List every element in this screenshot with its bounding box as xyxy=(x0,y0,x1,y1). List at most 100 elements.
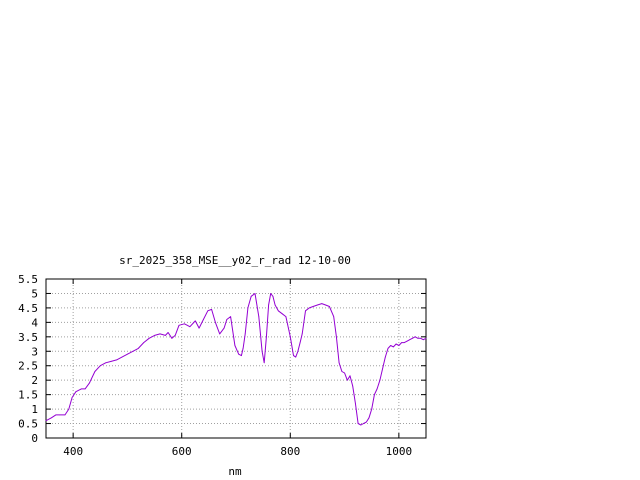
tick-labels: 00.5 11.5 22.5 33.5 44.5 55.5 400 600 800 1000 xyxy=(18,273,412,458)
data-point xyxy=(346,379,348,381)
data-point xyxy=(59,414,60,416)
data-point xyxy=(174,335,176,336)
data-point xyxy=(406,340,408,342)
y-tick-label: 0 xyxy=(31,432,38,445)
data-point xyxy=(293,355,294,356)
data-point xyxy=(321,303,323,304)
data-point xyxy=(272,295,274,297)
y-tick-label: 5.5 xyxy=(18,273,38,286)
data-point xyxy=(317,304,318,306)
data-point xyxy=(68,408,70,410)
data-point xyxy=(344,372,345,374)
data-point xyxy=(116,359,117,361)
data-point xyxy=(376,388,378,390)
data-point xyxy=(387,348,389,349)
data-point xyxy=(266,336,267,338)
data-point xyxy=(341,371,343,372)
data-point xyxy=(194,320,196,322)
data-point xyxy=(215,322,216,323)
ticks xyxy=(46,278,426,439)
x-axis-label: nm xyxy=(228,465,242,478)
data-point xyxy=(127,353,128,355)
data-point xyxy=(71,397,73,398)
data-point xyxy=(89,382,90,384)
data-point xyxy=(184,323,185,325)
data-point xyxy=(55,414,57,416)
data-point xyxy=(203,319,204,320)
data-point xyxy=(238,353,240,355)
grid xyxy=(46,279,426,438)
data-point xyxy=(143,342,145,343)
data-point xyxy=(308,307,310,309)
plot-frame xyxy=(45,278,427,439)
data-point xyxy=(305,310,306,312)
data-point xyxy=(268,304,269,306)
data-point xyxy=(285,316,287,317)
y-tick-label: 4.5 xyxy=(18,302,38,315)
data-point xyxy=(148,337,150,339)
data-point xyxy=(338,362,340,364)
data-point xyxy=(94,371,96,372)
data-point xyxy=(312,306,314,307)
data-point xyxy=(121,356,123,358)
data-point xyxy=(261,350,263,352)
data-point xyxy=(247,307,249,309)
data-point xyxy=(99,365,101,367)
y-tick-label: 1.5 xyxy=(18,389,38,402)
x-tick-label: 800 xyxy=(280,445,300,458)
data-point xyxy=(277,310,279,312)
y-tick-label: 2.5 xyxy=(18,360,38,373)
data-point xyxy=(336,336,337,338)
data-point xyxy=(270,293,272,294)
data-point xyxy=(189,326,191,328)
data-point xyxy=(352,385,354,387)
data-point xyxy=(297,350,299,352)
data-point xyxy=(420,337,421,339)
x-tick-label: 600 xyxy=(172,445,192,458)
data-point xyxy=(395,343,397,345)
data-point xyxy=(281,313,283,315)
y-tick-label: 5 xyxy=(31,287,38,300)
data-point xyxy=(154,335,156,336)
data-point xyxy=(398,345,400,346)
data-point xyxy=(371,408,373,410)
data-point xyxy=(171,337,173,339)
data-point xyxy=(165,335,166,336)
data-point xyxy=(384,356,386,358)
plot-border xyxy=(45,278,427,439)
data-point xyxy=(374,394,375,395)
data-point xyxy=(299,342,301,343)
data-point xyxy=(295,356,297,358)
data-point xyxy=(110,361,112,362)
y-tick-label: 3.5 xyxy=(18,331,38,344)
x-tick-label: 1000 xyxy=(386,445,413,458)
data-point xyxy=(105,362,107,364)
data-point xyxy=(244,333,246,335)
data-point xyxy=(360,424,362,426)
data-point xyxy=(45,420,47,422)
data-point xyxy=(234,345,236,346)
data-point xyxy=(349,375,351,377)
data-point xyxy=(274,304,276,306)
x-tick-label: 400 xyxy=(63,445,83,458)
data-point xyxy=(64,414,66,416)
data-point xyxy=(226,319,228,320)
data-point xyxy=(258,316,260,317)
data-point xyxy=(417,337,419,339)
data-point xyxy=(80,388,82,390)
data-point xyxy=(219,333,221,335)
data-point xyxy=(301,333,303,335)
data-point xyxy=(382,368,383,369)
data-point xyxy=(412,337,413,339)
data-point xyxy=(84,388,86,390)
y-tick-label: 1 xyxy=(31,403,38,416)
data-point xyxy=(368,417,370,419)
y-tick-label: 2 xyxy=(31,374,38,387)
data-point xyxy=(422,339,424,341)
data-point xyxy=(329,306,330,307)
data-point xyxy=(401,342,402,343)
data-point xyxy=(409,339,411,341)
y-tick-label: 0.5 xyxy=(18,418,38,431)
data-point xyxy=(207,310,209,312)
